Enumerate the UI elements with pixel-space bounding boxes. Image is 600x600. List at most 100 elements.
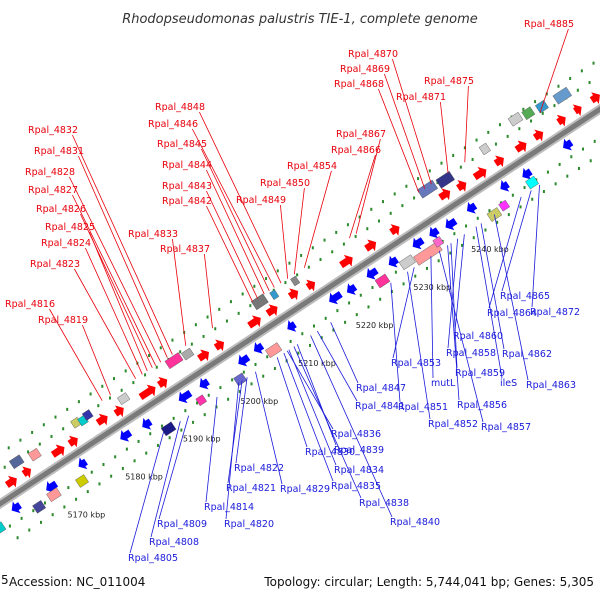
- track-dot: [225, 319, 228, 323]
- forward-gene-arrow: [197, 349, 210, 362]
- track-dot: [566, 174, 569, 178]
- kbp-ticks: 5170 kbp 5180 kbp 5190 kbp 5200 kbp 5210 kbp…: [68, 245, 509, 519]
- gene-box: [416, 179, 438, 199]
- track-dot: [75, 497, 78, 501]
- reverse-gene-label: Rpal_4841: [355, 401, 405, 412]
- track-dot: [371, 286, 374, 290]
- forward-gene-arrow: [213, 339, 225, 352]
- track-dot: [194, 323, 197, 327]
- reverse-label-leader: [310, 335, 393, 518]
- forward-label-leader: [72, 134, 173, 355]
- track-dot: [144, 373, 147, 377]
- reverse-gene-arrow: [445, 218, 458, 231]
- track-dot: [557, 84, 560, 88]
- gene-labels: Rpal_4885 Rpal_4870 Rpal_4869 Rpal_4868 Rpal…: [5, 19, 580, 564]
- track-dot: [112, 377, 115, 381]
- forward-gene-arrow: [156, 376, 168, 389]
- track-dot: [336, 309, 339, 313]
- forward-gene-label: Rpal_4869: [340, 64, 390, 75]
- gene-box: [164, 352, 184, 370]
- forward-gene-label: Rpal_4845: [157, 139, 207, 150]
- reverse-gene-arrow: [120, 429, 133, 442]
- forward-gene-arrow: [339, 254, 353, 269]
- reverse-gene-label: Rpal_4863: [526, 380, 576, 391]
- track-dot: [184, 409, 187, 413]
- reverse-gene-label: Rpal_4820: [224, 519, 274, 530]
- reverse-label-leader: [447, 238, 459, 349]
- track-dot: [192, 420, 195, 424]
- reverse-label-leader: [288, 349, 337, 466]
- track-dot: [389, 211, 392, 215]
- gene-box: [269, 289, 280, 300]
- track-dot: [7, 446, 10, 450]
- reverse-gene-label: Rpal_4847: [356, 383, 406, 394]
- track-dot: [98, 482, 101, 486]
- reverse-gene-label: Rpal_4822: [234, 463, 284, 474]
- gene-box: [46, 487, 62, 503]
- forward-gene-arrow: [95, 413, 108, 426]
- reverse-gene-label: Rpal_4834: [334, 465, 384, 476]
- forward-gene-label: Rpal_4828: [25, 167, 75, 178]
- track-dot: [38, 442, 41, 446]
- track-dot: [402, 282, 405, 286]
- kbp-tick-label: 5200 kbp: [240, 397, 278, 406]
- reverse-gene-label: Rpal_4814: [204, 502, 254, 513]
- forward-gene-arrow: [50, 444, 65, 458]
- track-dot: [207, 393, 210, 397]
- track-dot: [354, 234, 357, 238]
- gene-box: [116, 392, 131, 405]
- gene-box: [8, 454, 25, 470]
- forward-label-leader: [349, 154, 376, 239]
- track-dot: [284, 281, 287, 285]
- track-dot: [124, 369, 127, 373]
- reverse-label-leader: [430, 256, 434, 379]
- forward-gene-label: Rpal_4827: [28, 185, 78, 196]
- track-dot: [465, 224, 468, 228]
- reverse-gene-arrow: [429, 226, 440, 239]
- forward-gene-arrow: [472, 166, 487, 181]
- forward-gene-label: Rpal_4866: [331, 145, 381, 156]
- track-dot: [534, 100, 537, 104]
- track-dot: [206, 315, 209, 319]
- track-dot: [214, 327, 217, 331]
- reverse-gene-label: Rpal_4829: [280, 484, 330, 495]
- track-dot: [311, 246, 314, 250]
- track-dot: [313, 324, 316, 328]
- kbp-tick-label: 5220 kbp: [356, 321, 394, 330]
- track-dot: [331, 250, 334, 254]
- track-dot: [332, 328, 335, 332]
- gene-box: [398, 254, 416, 271]
- reverse-label-leader: [447, 245, 460, 401]
- track-dot: [530, 119, 533, 123]
- track-dot: [542, 190, 545, 194]
- track-dot: [250, 382, 253, 386]
- reverse-gene-label: Rpal_4838: [359, 498, 409, 509]
- forward-label-leader: [199, 111, 282, 284]
- track-dot: [589, 159, 592, 163]
- reverse-label-leader: [450, 243, 458, 369]
- track-dot: [133, 459, 136, 463]
- label-leader-lines: [49, 28, 569, 554]
- reverse-gene-label: Rpal_4853: [391, 358, 441, 369]
- forward-gene-label: Rpal_4871: [396, 92, 446, 103]
- track-dot: [488, 209, 491, 213]
- reverse-gene-label: Rpal_4840: [390, 517, 440, 528]
- track-dot: [27, 450, 30, 454]
- track-dot: [449, 251, 452, 255]
- track-dot: [487, 130, 490, 134]
- track-dot: [523, 186, 526, 190]
- track-dot: [580, 69, 583, 73]
- forward-gene-arrow: [305, 279, 316, 292]
- track-dot: [97, 404, 100, 408]
- reverse-gene-label: Rpal_4809: [157, 519, 207, 530]
- track-dot: [276, 269, 279, 273]
- forward-label-leader: [293, 187, 305, 275]
- track-dot: [8, 524, 11, 528]
- forward-gene-label: Rpal_4833: [128, 229, 178, 240]
- forward-gene-arrow: [364, 239, 377, 252]
- forward-label-leader: [74, 268, 136, 379]
- reverse-label-leader: [475, 226, 503, 379]
- reverse-label-leader: [438, 250, 484, 423]
